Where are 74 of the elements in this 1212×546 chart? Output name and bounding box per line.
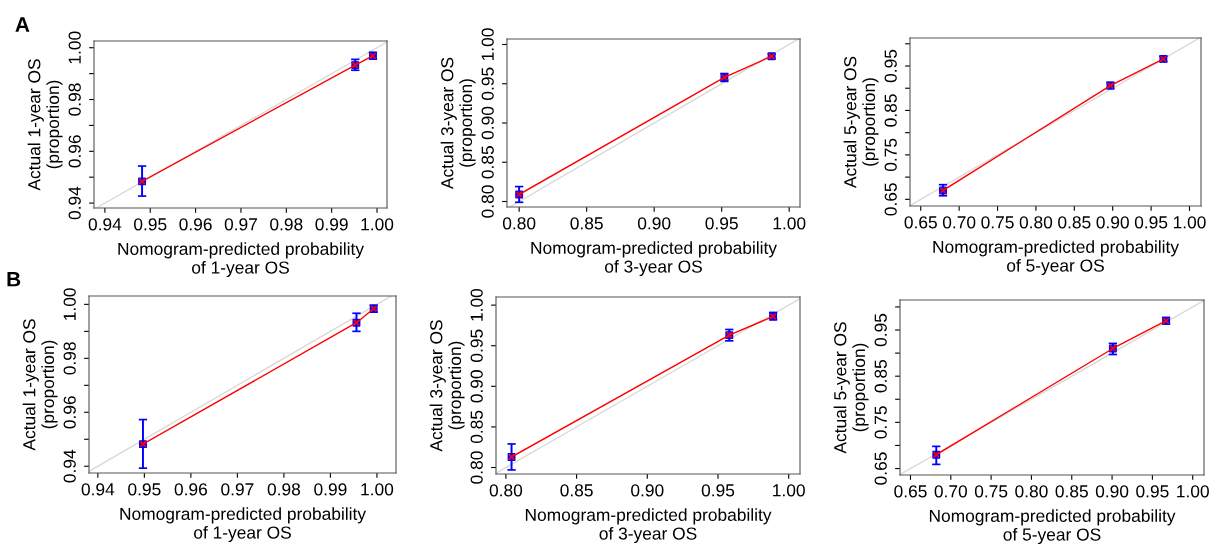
x-tick-label: 0.85 (560, 484, 593, 497)
y-tick-label: 0.85 (470, 410, 483, 444)
x-tick-label: 0.95 (705, 217, 738, 230)
x-tick-label: 0.95 (128, 483, 161, 496)
x-tick-label: 0.97 (224, 218, 257, 231)
y-axis-title: Actual 1-year OS (proportion) (22, 319, 58, 451)
x-tick-label: 0.80 (1015, 485, 1048, 498)
x-tick-label: 0.80 (1019, 216, 1053, 229)
y-tick-label: 0.98 (68, 83, 81, 116)
x-tick-label: 0.70 (942, 216, 976, 229)
x-tick-label: 0.65 (894, 485, 927, 498)
y-tick-label: 0.96 (63, 396, 76, 429)
x-tick-label: 1.00 (361, 483, 394, 496)
x-axis-title: Nomogram-predicted probability of 3-year OS (525, 508, 772, 544)
y-tick-label: 0.95 (470, 329, 483, 362)
y-tick-label: 0.75 (874, 406, 887, 439)
x-tick-label: 0.85 (1058, 216, 1091, 229)
x-tick-label: 0.98 (267, 483, 301, 496)
x-tick-label: 0.98 (270, 218, 303, 231)
x-tick-label: 0.95 (1136, 485, 1169, 498)
chart-title: B (7, 272, 21, 287)
x-tick-label: 0.94 (88, 218, 122, 231)
y-tick-label: 0.95 (884, 49, 897, 83)
y-tick-label: 0.96 (68, 135, 81, 168)
x-tick-label: 0.95 (134, 218, 167, 231)
y-tick-label: 1.00 (63, 288, 76, 320)
x-tick-label: 0.80 (502, 217, 536, 230)
y-tick-label: 0.85 (874, 360, 887, 393)
x-tick-label: 0.70 (934, 485, 968, 498)
x-tick-label: 0.75 (974, 485, 1008, 498)
x-tick-label: 0.90 (1096, 216, 1129, 229)
x-tick-label: 0.97 (221, 483, 254, 496)
y-tick-label: 0.98 (63, 342, 76, 375)
x-axis-title: Nomogram-predicted probability of 5-year OS (929, 509, 1176, 545)
x-axis-title: Nomogram-predicted probability of 5-year OS (933, 240, 1179, 276)
x-tick-label: 0.90 (1095, 485, 1129, 498)
x-tick-label: 1.00 (773, 484, 805, 497)
chart-title: A (15, 17, 30, 32)
x-tick-label: 1.00 (1173, 216, 1206, 229)
y-axis-title: Actual 5-year OS (proportion) (843, 56, 879, 189)
y-tick-label: 0.90 (470, 370, 483, 403)
x-tick-label: 1.00 (773, 217, 806, 230)
x-tick-label: 0.95 (1134, 216, 1168, 229)
x-tick-label: 0.80 (489, 484, 523, 497)
x-axis-title: Nomogram-predicted probability of 1-year OS (120, 507, 366, 543)
x-tick-label: 1.00 (361, 218, 394, 231)
y-tick-label: 0.75 (884, 138, 897, 172)
x-tick-label: 0.75 (981, 216, 1014, 229)
x-axis-title: Nomogram-predicted probability of 1-year OS (118, 242, 364, 278)
y-tick-label: 0.85 (481, 146, 494, 179)
x-tick-label: 1.00 (1177, 485, 1209, 498)
y-tick-label: 0.95 (874, 313, 887, 347)
y-tick-label: 0.90 (481, 106, 494, 140)
x-tick-label: 0.90 (631, 484, 664, 497)
y-tick-label: 1.00 (470, 288, 483, 321)
x-tick-label: 0.95 (701, 484, 735, 497)
y-axis-title: Actual 3-year OS (proportion) (440, 57, 476, 190)
x-tick-label: 0.96 (174, 483, 207, 496)
x-tick-label: 0.85 (1055, 485, 1088, 498)
y-axis-title: Actual 3-year OS (proportion) (429, 320, 465, 452)
y-tick-label: 0.95 (481, 67, 494, 100)
y-tick-label: 0.85 (884, 94, 897, 127)
x-tick-label: 0.96 (179, 218, 212, 231)
x-tick-label: 0.99 (315, 218, 348, 231)
x-tick-label: 0.99 (314, 483, 347, 496)
x-tick-label: 0.65 (904, 216, 937, 229)
x-axis-title: Nomogram-predicted probability of 3-year OS (531, 241, 777, 277)
y-tick-label: 1.00 (68, 31, 81, 64)
x-tick-label: 0.94 (81, 483, 115, 496)
x-tick-label: 0.90 (637, 217, 671, 230)
y-axis-title: Actual 5-year OS (proportion) (833, 322, 869, 454)
y-tick-label: 1.00 (481, 28, 494, 61)
x-tick-label: 0.85 (570, 217, 603, 230)
y-axis-title: Actual 1-year OS (proportion) (27, 59, 63, 191)
